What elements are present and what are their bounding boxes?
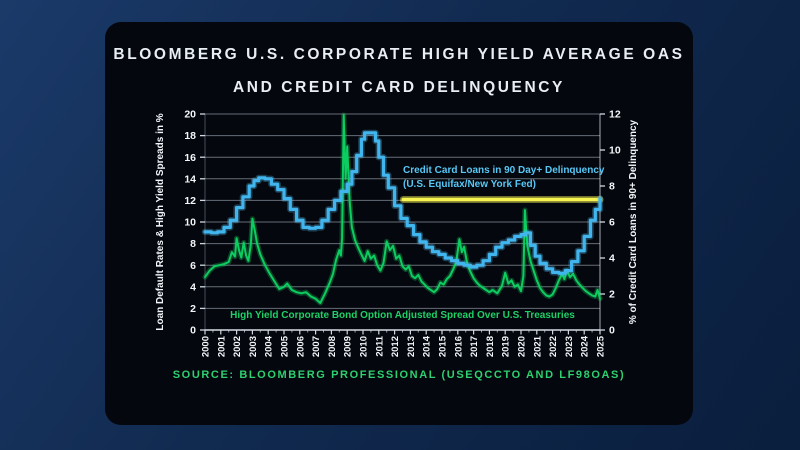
chart-title-line2: AND CREDIT CARD DELINQUENCY [233, 79, 565, 96]
year-label: 2018 [485, 336, 496, 357]
year-label: 2011 [374, 335, 385, 356]
year-label: 2025 [596, 335, 607, 357]
delinquency-line [203, 131, 602, 275]
year-label: 2003 [248, 336, 259, 357]
left-tick-label: 16 [184, 152, 196, 164]
left-tick-label: 18 [184, 130, 196, 142]
oas-series-label: High Yield Corporate Bond Option Adjuste… [230, 310, 575, 321]
right-axis-title: % of Credit Card Loans in 90+ Delinquenc… [628, 119, 639, 325]
year-label: 2019 [501, 336, 512, 357]
oas-line [204, 114, 601, 304]
chart-title-line1: BLOOMBERG U.S. CORPORATE HIGH YIELD AVER… [113, 46, 685, 63]
right-tick-label: 10 [609, 145, 621, 157]
left-tick-label: 8 [190, 238, 196, 250]
right-tick-label: 0 [609, 325, 615, 337]
year-label: 2007 [311, 336, 322, 357]
chart-title: BLOOMBERG U.S. CORPORATE HIGH YIELD AVER… [105, 38, 693, 104]
left-axis-ticks: 0 2 4 6 8 10 12 14 16 18 20 [184, 109, 205, 337]
source-text: SOURCE: BLOOMBERG PROFESSIONAL (USEQCCTO… [172, 369, 626, 381]
left-axis-title: Loan Default Rates & High Yield Spreads … [155, 113, 166, 331]
right-tick-label: 12 [609, 109, 621, 121]
left-tick-label: 0 [190, 325, 196, 337]
right-tick-label: 2 [609, 289, 615, 301]
delinquency-series-label-line1: Credit Card Loans in 90 Day+ Delinquency [403, 165, 605, 176]
year-label: 2022 [548, 336, 559, 357]
year-label: 2016 [453, 336, 464, 357]
right-axis-ticks: 0 2 4 6 8 10 12 [600, 109, 621, 337]
year-label: 2020 [517, 336, 528, 357]
left-tick-label: 2 [190, 303, 196, 315]
year-label: 2012 [390, 336, 401, 357]
left-tick-label: 20 [184, 109, 196, 121]
year-label: 2024 [580, 335, 591, 357]
year-label: 2002 [232, 336, 243, 357]
gridlines [205, 113, 600, 331]
year-label: 2010 [359, 336, 370, 357]
year-label: 2000 [201, 336, 212, 357]
left-tick-label: 14 [184, 173, 196, 185]
year-label: 2013 [406, 336, 417, 357]
delinquency-line-glow [201, 129, 604, 277]
year-label: 2023 [564, 336, 575, 357]
left-tick-label: 10 [184, 217, 196, 229]
year-label: 2015 [438, 335, 449, 357]
chart-panel: BLOOMBERG U.S. CORPORATE HIGH YIELD AVER… [105, 22, 693, 425]
left-tick-label: 4 [190, 281, 196, 293]
right-tick-label: 4 [609, 253, 615, 265]
year-label: 2001 [216, 335, 227, 357]
right-tick-label: 6 [609, 217, 615, 229]
left-tick-label: 12 [184, 195, 196, 207]
left-tick-label: 6 [190, 260, 196, 272]
year-label: 2014 [422, 335, 433, 357]
year-label: 2021 [532, 335, 543, 357]
right-tick-label: 8 [609, 181, 615, 193]
year-label: 2004 [264, 335, 275, 357]
year-label: 2006 [295, 336, 306, 357]
x-axis-ticks: 2000 2001 2002 2003 2004 2005 2006 2007 2008 2009… [201, 330, 607, 357]
year-label: 2017 [469, 336, 480, 357]
delinquency-series-label: Credit Card Loans in 90 Day+ Delinquency… [403, 164, 604, 191]
year-label: 2005 [280, 335, 291, 357]
delinquency-series-label-line2: (U.S. Equifax/New York Fed) [403, 178, 536, 190]
year-label: 2009 [343, 336, 354, 357]
year-label: 2008 [327, 336, 338, 357]
